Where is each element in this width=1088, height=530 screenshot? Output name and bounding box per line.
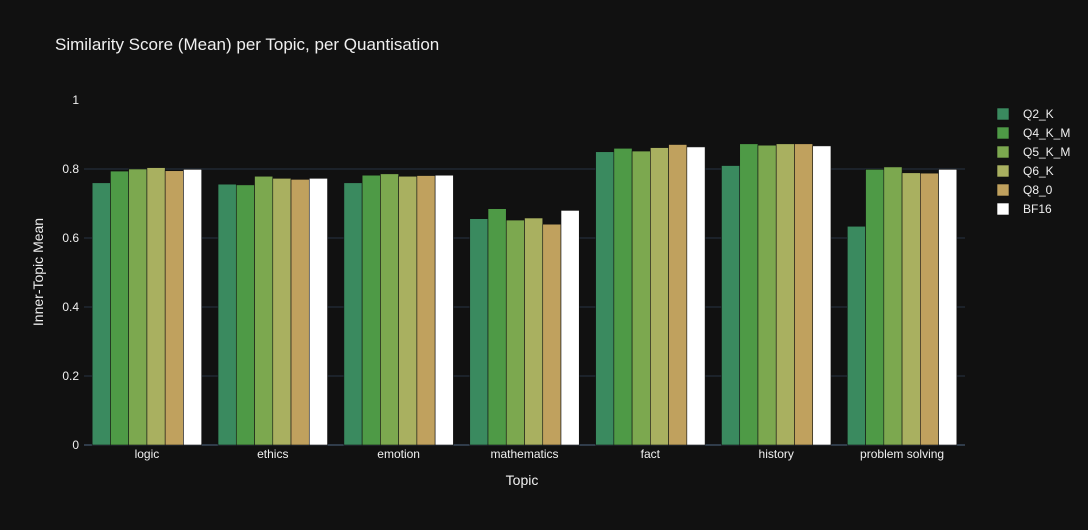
legend-label: BF16	[1023, 202, 1052, 216]
x-tick-label: emotion	[377, 447, 420, 461]
y-tick-label: 0.6	[62, 231, 79, 245]
legend-swatch	[996, 183, 1010, 197]
bar-q4-k-m-mathematics[interactable]	[487, 208, 507, 446]
bar-q2-k-problem-solving[interactable]	[847, 225, 866, 446]
bar-bf16-mathematics[interactable]	[560, 210, 580, 446]
bar-q2-k-ethics[interactable]	[217, 183, 237, 446]
legend-label: Q2_K	[1023, 107, 1054, 121]
bar-q8-0-ethics[interactable]	[290, 179, 310, 446]
legend-swatch	[996, 202, 1010, 216]
bar-q4-k-m-history[interactable]	[739, 143, 759, 446]
bars	[91, 143, 958, 446]
y-tick-labels: 0 0.2 0.4 0.6 0.8 1	[62, 93, 79, 452]
y-tick-label: 0	[72, 438, 79, 452]
bar-q5-k-m-ethics[interactable]	[254, 175, 274, 446]
legend-label: Q8_0	[1023, 183, 1053, 197]
y-tick-label: 0.4	[62, 300, 79, 314]
bar-q4-k-m-problem-solving[interactable]	[865, 169, 885, 446]
bar-q2-k-emotion[interactable]	[343, 182, 363, 446]
bar-q2-k-logic[interactable]	[91, 182, 111, 446]
bar-q6-k-logic[interactable]	[146, 167, 166, 446]
bar-q8-0-history[interactable]	[794, 143, 814, 446]
bar-q6-k-mathematics[interactable]	[524, 217, 544, 446]
bar-q5-k-m-history[interactable]	[757, 144, 777, 446]
bar-q5-k-m-problem-solving[interactable]	[883, 166, 903, 446]
x-tick-label: mathematics	[490, 447, 558, 461]
bar-bf16-emotion[interactable]	[434, 174, 454, 446]
y-tick-label: 0.8	[62, 162, 79, 176]
bar-q6-k-ethics[interactable]	[272, 178, 292, 446]
bar-q8-0-logic[interactable]	[164, 170, 184, 446]
bar-bf16-fact[interactable]	[686, 146, 706, 446]
bar-q8-0-fact[interactable]	[668, 144, 688, 446]
legend-label: Q4_K_M	[1023, 126, 1070, 140]
legend-item-q2-k[interactable]: Q2_K	[996, 107, 1054, 121]
bar-q6-k-problem-solving[interactable]	[901, 172, 921, 446]
legend-swatch	[996, 107, 1010, 121]
bar-q4-k-m-logic[interactable]	[110, 170, 129, 446]
bar-q2-k-mathematics[interactable]	[469, 218, 489, 446]
legend-swatch	[996, 145, 1010, 159]
bar-q5-k-m-logic[interactable]	[128, 168, 148, 446]
x-tick-label: problem solving	[860, 447, 944, 461]
x-axis-title: Topic	[506, 472, 539, 488]
bar-q8-0-mathematics[interactable]	[542, 223, 562, 446]
legend-item-q8-0[interactable]: Q8_0	[996, 183, 1053, 197]
bar-bf16-ethics[interactable]	[308, 178, 328, 446]
bar-q4-k-m-fact[interactable]	[613, 148, 633, 446]
x-tick-label: ethics	[257, 447, 288, 461]
bar-q2-k-history[interactable]	[721, 165, 741, 446]
x-tick-label: fact	[641, 447, 661, 461]
bar-q4-k-m-ethics[interactable]	[235, 184, 255, 446]
bar-q6-k-emotion[interactable]	[398, 175, 418, 446]
bar-q5-k-m-fact[interactable]	[631, 150, 651, 446]
legend-label: Q5_K_M	[1023, 145, 1070, 159]
bar-q5-k-m-mathematics[interactable]	[505, 219, 525, 446]
y-tick-label: 0.2	[62, 369, 79, 383]
x-tick-label: history	[759, 447, 794, 461]
legend-swatch	[996, 126, 1010, 140]
y-axis-title: Inner-Topic Mean	[30, 218, 46, 326]
legend-item-q4-k-m[interactable]: Q4_K_M	[996, 126, 1070, 140]
legend-item-q6-k[interactable]: Q6_K	[996, 164, 1054, 178]
chart-title: Similarity Score (Mean) per Topic, per Q…	[55, 35, 439, 54]
bar-bf16-problem-solving[interactable]	[938, 169, 958, 446]
bar-q4-k-m-emotion[interactable]	[361, 174, 381, 446]
legend-item-q5-k-m[interactable]: Q5_K_M	[996, 145, 1070, 159]
bar-q2-k-fact[interactable]	[595, 151, 615, 446]
legend-swatch	[996, 164, 1010, 178]
x-tick-labels: logic ethics emotion mathematics fact history…	[135, 447, 945, 461]
legend-label: Q6_K	[1023, 164, 1054, 178]
x-tick-label: logic	[135, 447, 160, 461]
bar-bf16-logic[interactable]	[183, 169, 202, 446]
legend-item-bf16[interactable]: BF16	[996, 202, 1052, 216]
bar-q6-k-history[interactable]	[775, 143, 795, 446]
y-tick-label: 1	[72, 93, 79, 107]
bar-bf16-history[interactable]	[812, 145, 832, 446]
bar-q8-0-problem-solving[interactable]	[920, 172, 939, 446]
bar-q6-k-fact[interactable]	[650, 147, 669, 446]
bar-q5-k-m-emotion[interactable]	[380, 173, 399, 446]
legend: Q2_K Q4_K_M Q5_K_M Q6_K Q8_0 BF16	[996, 107, 1070, 216]
bar-q8-0-emotion[interactable]	[416, 175, 436, 446]
